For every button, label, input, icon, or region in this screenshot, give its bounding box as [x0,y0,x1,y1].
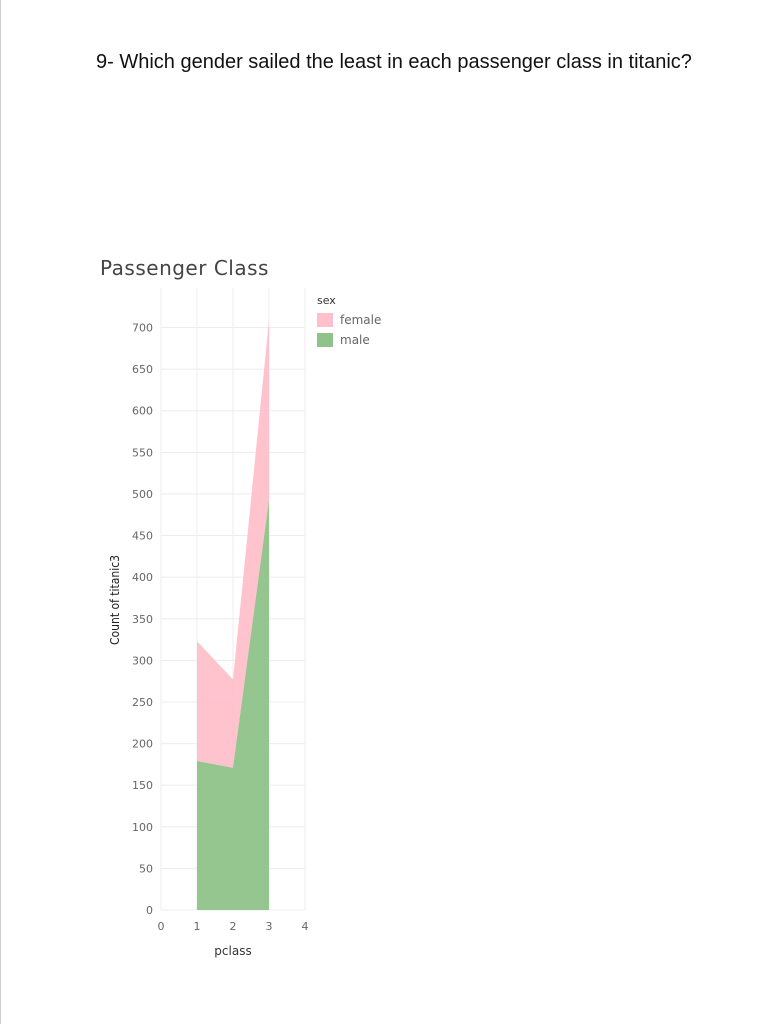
x-tick-label: 4 [302,920,309,933]
x-tick-label: 1 [194,920,201,933]
y-tick-label: 600 [132,405,153,418]
chart-title: Passenger Class [100,256,269,280]
y-tick-label: 500 [132,488,153,501]
y-tick-labels: 0 50 100 150 200 250 300 350 400 450 500 550 600 650 7… [132,322,153,918]
legend-swatch-male [317,333,333,347]
y-tick-label: 350 [132,613,153,626]
legend-item-male: male [317,330,381,350]
area-female [197,320,269,768]
y-tick-label: 300 [132,654,153,667]
area-male [197,499,269,910]
y-tick-label: 550 [132,446,153,459]
y-tick-label: 650 [132,363,153,376]
area-series [197,320,269,910]
y-tick-label: 400 [132,571,153,584]
y-tick-label: 0 [146,904,153,917]
legend-item-female: female [317,310,381,330]
y-tick-label: 150 [132,779,153,792]
x-tick-label: 3 [266,920,273,933]
legend-label-female: female [340,313,382,327]
y-axis-label: Count of titanic3 [108,555,122,645]
y-tick-label: 200 [132,738,153,751]
x-axis-label: pclass [214,944,251,958]
legend-swatch-female [317,313,333,327]
x-tick-label: 2 [230,920,237,933]
y-tick-label: 450 [132,530,153,543]
legend: sex female male [317,294,381,350]
x-tick-labels: 0 1 2 3 4 [158,920,309,933]
legend-label-male: male [340,333,370,347]
y-tick-label: 700 [132,322,153,335]
y-tick-label: 100 [132,821,153,834]
y-tick-label: 50 [139,862,153,875]
x-tick-label: 0 [158,920,165,933]
page-left-border [0,0,1,1024]
legend-title: sex [317,294,336,307]
y-tick-label: 250 [132,696,153,709]
question-text: 9- Which gender sailed the least in each… [96,51,692,73]
